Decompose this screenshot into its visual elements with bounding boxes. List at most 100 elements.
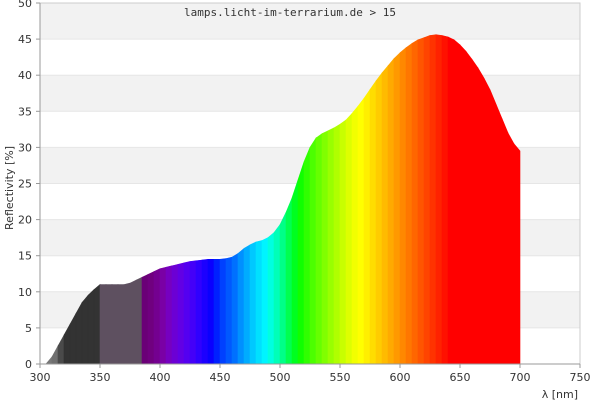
- y-tick-label: 0: [25, 358, 32, 371]
- y-tick-label: 5: [25, 322, 32, 335]
- x-tick-label: 300: [30, 371, 51, 384]
- spectrum-slice: [87, 288, 95, 365]
- spectrum-slice: [99, 284, 107, 365]
- x-tick-label: 500: [270, 371, 291, 384]
- spectrum-slice: [165, 265, 173, 365]
- spectrum-slice: [297, 161, 305, 365]
- x-axis-label: λ [nm]: [542, 388, 578, 400]
- spectrum-slice: [147, 271, 155, 365]
- spectrum-slice: [255, 240, 263, 365]
- spectrum-slice: [495, 103, 503, 365]
- y-tick-label: 40: [18, 69, 32, 82]
- x-tick-label: 450: [210, 371, 231, 384]
- x-tick-label: 350: [90, 371, 111, 384]
- grid-band: [40, 75, 580, 112]
- spectrum-slice: [159, 266, 167, 365]
- spectrum-slice: [237, 247, 245, 365]
- spectrum-slice: [189, 260, 197, 365]
- spectrum-slice: [249, 241, 257, 365]
- spectrum-slice: [471, 58, 479, 365]
- spectrum-slice: [501, 118, 509, 365]
- spectrum-slice: [399, 47, 407, 365]
- spectrum-slice: [213, 259, 221, 365]
- x-tick-label: 550: [330, 371, 351, 384]
- y-tick-label: 10: [18, 286, 32, 299]
- spectrum-slice: [153, 268, 161, 365]
- y-tick-label: 20: [18, 214, 32, 227]
- spectrum-slice: [219, 258, 227, 365]
- spectrum-slice: [453, 39, 461, 365]
- spectrum-slice: [309, 136, 317, 365]
- spectrum-slice: [465, 50, 473, 365]
- spectrum-slice: [459, 44, 467, 365]
- x-tick-label: 400: [150, 371, 171, 384]
- y-tick-label: 30: [18, 141, 32, 154]
- spectrum-slice: [267, 231, 275, 365]
- spectrum-slice: [225, 256, 233, 365]
- spectrum-slice: [135, 276, 143, 365]
- spectrum-slice: [339, 119, 347, 365]
- y-tick-label: 35: [18, 105, 32, 118]
- axes: 0 5 10 15 20 25 30 35 40 45 50 300 350 400 450 500 550 60…: [18, 0, 591, 384]
- y-tick-label: 45: [18, 33, 32, 46]
- spectrum-slice: [243, 244, 251, 365]
- x-tick-label: 700: [510, 371, 531, 384]
- spectrum-slice: [333, 123, 341, 365]
- spectrum-slice: [363, 88, 371, 365]
- spectrum-slice: [207, 259, 215, 365]
- spectrum-slice: [315, 133, 323, 365]
- spectrum-slice: [345, 112, 353, 365]
- spectrum-slice: [441, 35, 449, 365]
- spectrum-slice: [507, 131, 515, 365]
- spectrum-slice: [111, 284, 119, 365]
- spectrum-slice: [195, 259, 203, 365]
- y-tick-label: 25: [18, 178, 32, 191]
- spectrum-slice: [285, 197, 293, 365]
- spectrum-slice: [75, 301, 83, 365]
- spectrum-area: [40, 34, 521, 365]
- x-tick-label: 600: [390, 371, 411, 384]
- spectrum-slice: [393, 52, 401, 365]
- spectrum-slice: [201, 258, 209, 365]
- spectrum-slice: [303, 147, 311, 365]
- spectrum-slice: [477, 66, 485, 365]
- spectrum-slice: [435, 34, 443, 365]
- spectrum-slice: [447, 36, 455, 365]
- spectrum-slice: [171, 263, 179, 365]
- spectrum-slice: [411, 39, 419, 365]
- spectrum-slice: [141, 273, 149, 365]
- grid-band: [40, 3, 580, 40]
- x-tick-label: 750: [570, 371, 591, 384]
- spectrum-slice: [483, 77, 491, 365]
- spectrum-slice: [321, 130, 329, 365]
- spectrum-slice: [513, 142, 521, 365]
- spectrum-slice: [375, 72, 383, 365]
- spectrum-slice: [177, 262, 185, 365]
- spectrum-slice: [129, 279, 137, 365]
- spectrum-slice: [93, 283, 101, 365]
- chart-title: lamps.licht-im-terrarium.de > 15: [184, 6, 396, 19]
- spectrum-slice: [357, 97, 365, 365]
- x-tick-label: 650: [450, 371, 471, 384]
- spectrum-slice: [381, 64, 389, 365]
- spectrum-slice: [417, 37, 425, 365]
- spectrum-slice: [105, 284, 113, 365]
- spectrum-slice: [429, 34, 437, 365]
- spectrum-slice: [261, 237, 269, 365]
- spectrum-slice: [279, 212, 287, 365]
- spectrum-slice: [387, 57, 395, 365]
- y-tick-label: 50: [18, 0, 32, 10]
- spectrum-slice: [369, 80, 377, 365]
- spectrum-slice: [117, 284, 125, 365]
- spectrum-slice: [327, 127, 335, 365]
- spectrum-slice: [489, 89, 497, 365]
- spectrum-slice: [273, 223, 281, 365]
- spectrum-slice: [123, 282, 131, 365]
- spectrum-slice: [423, 35, 431, 365]
- grid-band: [40, 39, 580, 76]
- spectrum-slice: [81, 294, 89, 365]
- y-tick-label: 15: [18, 250, 32, 263]
- spectrum-slice: [183, 261, 191, 365]
- spectrum-slice: [291, 179, 299, 365]
